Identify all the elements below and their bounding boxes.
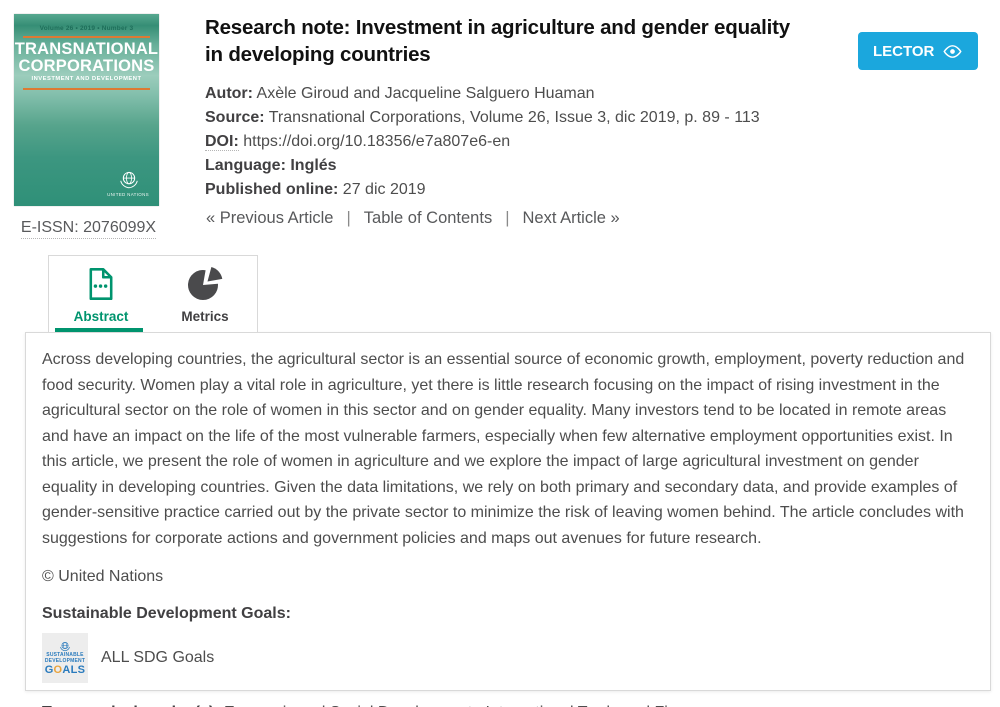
- cover-subtitle: INVESTMENT AND DEVELOPMENT: [31, 76, 142, 82]
- related-topics: Temas relacionados(s): Economic and Soci…: [42, 704, 974, 707]
- cover-title-line2: CORPORATIONS: [18, 57, 155, 75]
- sdg-goals-rest: ALS: [62, 664, 86, 676]
- meta-author-label: Autor:: [205, 85, 253, 102]
- un-emblem-icon: [120, 171, 138, 189]
- lector-button-label: LECTOR: [873, 42, 935, 60]
- meta-author-value: Axèle Giroud and Jacqueline Salguero Hua…: [256, 85, 595, 102]
- table-of-contents-link[interactable]: Table of Contents: [363, 209, 493, 227]
- meta-published-value: 27 dic 2019: [342, 181, 426, 198]
- eissn-label: E-ISSN: 2076099X: [16, 219, 161, 239]
- meta-author-row: Autor: Axèle Giroud and Jacqueline Salgu…: [205, 82, 760, 106]
- eissn-value: E-ISSN: 2076099X: [20, 219, 157, 239]
- page-title: Research note: Investment in agriculture…: [205, 16, 790, 66]
- tab-bar: Abstract Metrics: [48, 255, 258, 333]
- sdg-logo-goals: GOALS: [45, 664, 86, 676]
- abstract-document-icon: [89, 268, 113, 300]
- cover-publisher-label: UNITED NATIONS: [107, 192, 149, 197]
- meta-published-label: Published online:: [205, 181, 339, 198]
- meta-doi-link[interactable]: https://doi.org/10.18356/e7a807e6-en: [243, 133, 511, 150]
- next-article-link[interactable]: Next Article »: [522, 209, 620, 227]
- abstract-panel: Across developing countries, the agricul…: [25, 332, 991, 707]
- meta-source-row: Source: Transnational Corporations, Volu…: [205, 106, 760, 130]
- article-navigation: « Previous Article | Table of Contents |…: [206, 209, 620, 228]
- sdg-logo[interactable]: SUSTAINABLE DEVELOPMENT GOALS: [42, 633, 88, 683]
- sdg-logo-word1: SUSTAINABLE: [46, 652, 84, 658]
- sdg-heading: Sustainable Development Goals:: [42, 605, 291, 622]
- nav-separator: |: [505, 209, 510, 227]
- eye-icon: [943, 44, 962, 58]
- sdg-row: SUSTAINABLE DEVELOPMENT GOALS ALL SDG Go…: [42, 633, 974, 683]
- meta-doi-label: DOI:: [205, 133, 239, 151]
- metrics-pie-chart-icon: [187, 267, 223, 301]
- meta-published-row: Published online: 27 dic 2019: [205, 178, 760, 202]
- abstract-text: Across developing countries, the agricul…: [42, 351, 965, 547]
- journal-cover-image[interactable]: Volume 26 • 2019 • Number 3 TRANSNATIONA…: [14, 14, 159, 206]
- previous-article-link[interactable]: « Previous Article: [206, 209, 334, 227]
- cover-issue-line: Volume 26 • 2019 • Number 3: [39, 25, 134, 32]
- lector-reader-button[interactable]: LECTOR: [858, 32, 979, 70]
- active-tab-indicator: [55, 328, 143, 332]
- cover-journal-title: TRANSNATIONAL CORPORATIONS: [14, 41, 159, 75]
- cover-divider: [23, 36, 150, 38]
- cover-divider: [23, 88, 150, 90]
- tab-metrics-label: Metrics: [181, 309, 229, 324]
- meta-doi-row: DOI: https://doi.org/10.18356/e7a807e6-e…: [205, 130, 760, 154]
- tab-metrics[interactable]: Metrics: [153, 256, 257, 332]
- meta-language-row: Language: Inglés: [205, 154, 760, 178]
- tab-abstract-label: Abstract: [73, 309, 129, 324]
- related-topics-label: Temas relacionados(s):: [42, 704, 220, 707]
- article-metadata: Autor: Axèle Giroud and Jacqueline Salgu…: [205, 82, 760, 202]
- sdg-goals-g: G: [44, 664, 54, 676]
- sdg-logo-word2: DEVELOPMENT: [44, 658, 86, 664]
- meta-source-value: Transnational Corporations, Volume 26, I…: [268, 109, 760, 126]
- related-topics-value: Economic and Social Development ; Intern…: [224, 704, 711, 707]
- meta-language-label: Language:: [205, 157, 286, 174]
- cover-title-line1: TRANSNATIONAL: [14, 40, 159, 58]
- un-emblem-small-icon: [60, 642, 70, 652]
- meta-language-value: Inglés: [290, 157, 337, 174]
- meta-source-label: Source:: [205, 109, 265, 126]
- nav-separator: |: [346, 209, 351, 227]
- copyright-notice: © United Nations: [42, 568, 164, 585]
- all-sdg-goals-link[interactable]: ALL SDG Goals: [101, 649, 215, 666]
- sdg-goals-o: O: [53, 664, 63, 676]
- tab-abstract[interactable]: Abstract: [49, 256, 153, 332]
